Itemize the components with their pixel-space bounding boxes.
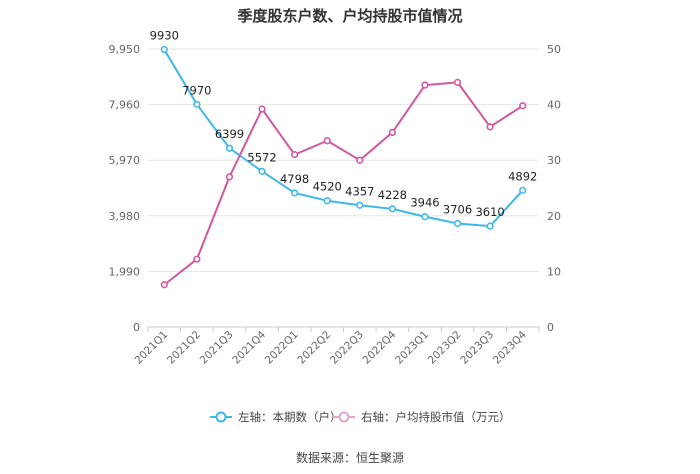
series-2-point[interactable]: [453, 78, 462, 86]
data-label: 3610: [475, 205, 504, 219]
x-tick-label: 2021Q3: [198, 329, 236, 367]
x-tick-label: 2021Q2: [165, 329, 203, 367]
data-label: 5572: [247, 150, 276, 164]
series-1-point[interactable]: [486, 222, 494, 230]
legend-left-marker-icon: [215, 411, 227, 423]
series-line-1: [163, 49, 524, 228]
left-tick-label: 1,990: [109, 265, 141, 278]
x-axis: 2021Q12021Q22021Q32021Q42022Q12022Q22022…: [132, 326, 540, 367]
left-tick-label: 3,980: [109, 210, 141, 223]
data-label: 4228: [378, 188, 407, 202]
series-1-point[interactable]: [160, 45, 168, 54]
series-1-point[interactable]: [519, 186, 527, 194]
series-1-point[interactable]: [453, 219, 462, 228]
series-2-point[interactable]: [225, 173, 234, 181]
data-label: 4892: [508, 169, 537, 183]
x-tick-label: 2022Q1: [263, 329, 301, 367]
legend-left-label: 左轴：本期数（户）: [238, 410, 342, 424]
right-tick-label: 10: [547, 265, 561, 278]
series-layer: [160, 45, 527, 289]
x-tick-label: 2023Q3: [458, 329, 496, 367]
x-tick-label: 2021Q4: [230, 328, 268, 366]
chart-title: 季度股东户数、户均持股市值情况: [237, 7, 462, 25]
right-tick-label: 40: [547, 99, 561, 112]
legend-item-left[interactable]: 左轴：本期数（户）: [210, 410, 342, 424]
series-2-point[interactable]: [323, 137, 331, 145]
series-2-point[interactable]: [388, 128, 396, 136]
series-1-point[interactable]: [225, 144, 234, 152]
series-2-point[interactable]: [258, 105, 266, 113]
left-axis: 0 1,990 3,980 5,970 7,960 9,950: [109, 43, 141, 334]
x-tick-label: 2022Q3: [328, 329, 366, 367]
data-label: 4520: [313, 180, 342, 194]
series-1-point[interactable]: [258, 167, 266, 175]
data-label: 3946: [410, 196, 439, 210]
x-tick-label: 2023Q4: [491, 328, 529, 366]
data-label: 7970: [182, 83, 211, 97]
series-2-point[interactable]: [519, 102, 527, 110]
legend-right-label: 右轴：户均持股市值（万元）: [361, 410, 511, 424]
series-2-point[interactable]: [421, 81, 429, 89]
x-tick-label: 2022Q2: [295, 329, 333, 367]
series-2-point[interactable]: [160, 281, 168, 289]
x-tick-label: 2023Q2: [426, 329, 464, 367]
series-1-point[interactable]: [388, 205, 396, 213]
series-1-point[interactable]: [291, 189, 299, 197]
legend-item-right[interactable]: 右轴：户均持股市值（万元）: [333, 410, 511, 424]
series-1-point[interactable]: [193, 100, 201, 108]
right-tick-label: 0: [547, 321, 554, 334]
series-1-point[interactable]: [356, 201, 364, 209]
x-tick-label: 2022Q4: [361, 328, 399, 366]
data-label: 9930: [150, 29, 179, 43]
series-2-point[interactable]: [291, 151, 299, 159]
x-tick-label: 2023Q1: [393, 329, 431, 367]
left-tick-label: 5,970: [109, 154, 141, 167]
legend: 左轴：本期数（户） 右轴：户均持股市值（万元）: [210, 410, 511, 424]
left-tick-label: 7,960: [109, 99, 141, 112]
left-tick-label: 9,950: [109, 43, 141, 56]
legend-right-marker-icon: [338, 411, 350, 423]
x-tick-label: 2021Q1: [132, 329, 170, 367]
series-line-2: [163, 81, 524, 286]
data-label: 4798: [280, 172, 309, 186]
series-2-point[interactable]: [486, 123, 494, 131]
series-2-point[interactable]: [356, 156, 364, 164]
data-label: 3706: [443, 202, 472, 216]
data-source: 数据来源：恒生聚源: [296, 450, 404, 465]
right-axis: 0 10 20 30 40 50: [547, 43, 561, 334]
right-tick-label: 50: [547, 43, 561, 56]
series-1-point[interactable]: [323, 197, 331, 205]
right-tick-label: 30: [547, 154, 561, 167]
data-label: 6399: [215, 127, 244, 141]
series-2-point[interactable]: [193, 255, 201, 263]
data-label: 4357: [345, 184, 374, 198]
left-tick-label: 0: [133, 321, 140, 334]
series-1-point[interactable]: [421, 213, 429, 221]
right-tick-label: 20: [547, 210, 561, 223]
